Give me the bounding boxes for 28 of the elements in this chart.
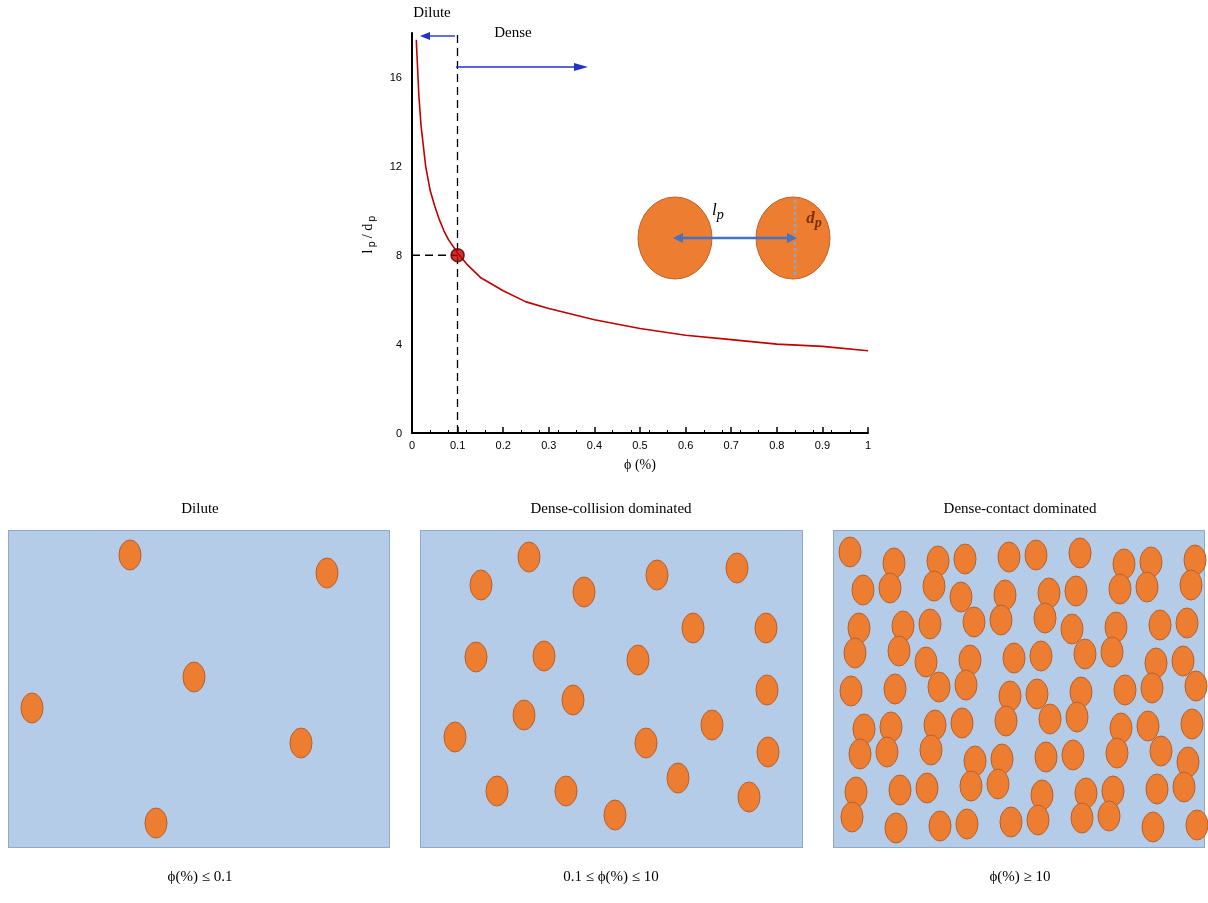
text: Dilute [413, 4, 451, 21]
text: Dense-contact dominated [943, 500, 1097, 517]
text: Dilute [181, 500, 219, 517]
y-tick-label: 16 [389, 71, 402, 84]
text: Dense-collision dominated [530, 500, 692, 517]
text: ϕ(%) ≤ 0.1 [167, 868, 233, 885]
x-tick-label: 0.4 [586, 438, 603, 451]
x-tick-label: 0.3 [541, 438, 557, 451]
x-tick-label: 0 [408, 438, 416, 451]
y-axis-title: lp/ dp [359, 215, 377, 254]
x-tick-label: 0.6 [677, 438, 694, 451]
x-tick-label: 0.5 [632, 438, 648, 451]
text: 0.1 ≤ ϕ(%) ≤ 10 [563, 868, 659, 885]
annotation: d$_{p}$ [806, 208, 822, 232]
x-tick-label: 0.1 [449, 438, 466, 451]
y-tick-label: 8 [395, 249, 402, 262]
text: ϕ(%) ≥ 10 [989, 868, 1051, 885]
y-tick-label: 4 [395, 338, 402, 351]
x-tick-label: 1 [864, 438, 872, 451]
x-tick-label: 0.2 [495, 438, 511, 451]
x-axis-title: ϕ (%) [624, 456, 657, 473]
y-tick-label: 12 [389, 160, 402, 173]
annotation: Dense [494, 24, 532, 41]
x-tick-label: 0.9 [814, 438, 831, 451]
x-tick-label: 0.8 [769, 438, 785, 451]
annotation: l$_{p}$ [712, 200, 724, 224]
y-tick-label: 0 [395, 427, 402, 439]
x-tick-label: 0.7 [723, 438, 739, 451]
